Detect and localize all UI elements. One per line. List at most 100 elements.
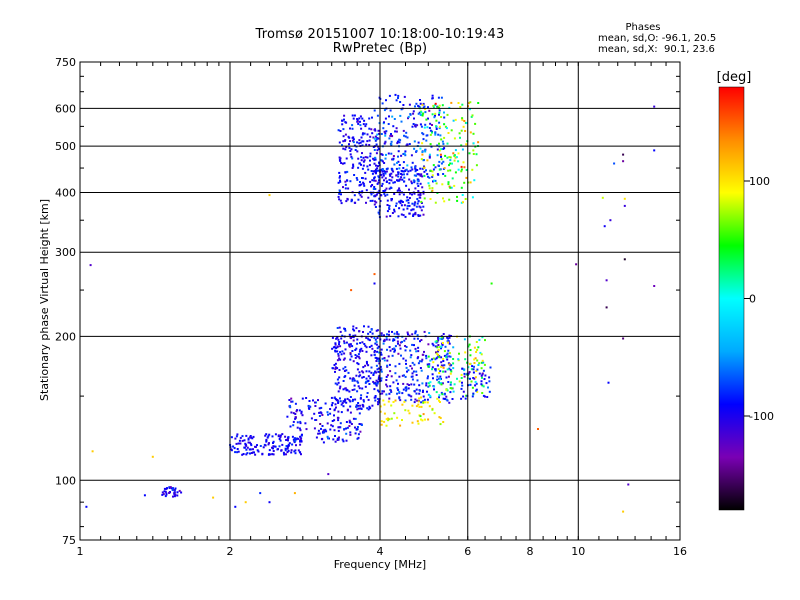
scatter-point bbox=[408, 212, 411, 215]
scatter-point bbox=[456, 377, 458, 380]
scatter-point bbox=[419, 147, 422, 150]
scatter-point bbox=[444, 370, 447, 373]
scatter-point bbox=[446, 368, 449, 371]
scatter-point bbox=[472, 392, 475, 395]
scatter-point bbox=[456, 199, 459, 202]
scatter-point bbox=[319, 411, 322, 414]
scatter-point bbox=[268, 449, 271, 452]
scatter-point bbox=[334, 440, 337, 443]
scatter-point bbox=[403, 339, 406, 342]
chart-title: Tromsø 20151007 10:18:00-10:19:43 bbox=[255, 27, 505, 42]
scatter-point bbox=[603, 225, 606, 228]
scatter-point bbox=[362, 123, 365, 126]
scatter-point bbox=[339, 179, 341, 182]
scatter-point bbox=[341, 144, 343, 147]
scatter-point bbox=[382, 127, 385, 130]
scatter-point bbox=[356, 342, 359, 345]
scatter-point bbox=[173, 489, 176, 492]
scatter-point bbox=[394, 399, 397, 402]
scatter-point bbox=[355, 347, 358, 350]
scatter-point bbox=[338, 198, 341, 201]
scatter-point bbox=[461, 381, 463, 384]
scatter-point bbox=[415, 405, 418, 408]
scatter-point bbox=[366, 407, 369, 410]
scatter-point bbox=[383, 403, 386, 406]
scatter-point bbox=[89, 264, 92, 267]
scatter-point bbox=[449, 159, 452, 162]
scatter-point bbox=[431, 113, 434, 116]
scatter-point bbox=[346, 197, 349, 200]
scatter-point bbox=[396, 392, 398, 395]
scatter-point bbox=[462, 201, 464, 204]
scatter-point bbox=[445, 353, 448, 356]
scatter-point bbox=[481, 384, 484, 387]
scatter-point bbox=[377, 370, 380, 373]
scatter-point bbox=[457, 160, 460, 163]
scatter-point bbox=[475, 382, 478, 385]
scatter-point bbox=[412, 112, 415, 115]
scatter-point bbox=[409, 356, 412, 359]
scatter-point bbox=[386, 385, 389, 388]
scatter-point bbox=[268, 194, 271, 197]
scatter-point bbox=[436, 397, 439, 400]
scatter-point bbox=[431, 124, 433, 126]
scatter-point bbox=[356, 368, 359, 371]
scatter-point bbox=[346, 397, 349, 400]
scatter-point bbox=[487, 386, 489, 389]
scatter-point bbox=[349, 405, 352, 408]
scatter-point bbox=[415, 174, 418, 177]
scatter-point bbox=[380, 194, 383, 197]
scatter-point bbox=[151, 455, 154, 458]
scatter-point bbox=[388, 392, 391, 395]
scatter-point bbox=[434, 201, 437, 204]
scatter-point bbox=[338, 192, 341, 195]
scatter-point bbox=[399, 101, 402, 103]
scatter-point bbox=[370, 128, 373, 131]
scatter-point bbox=[376, 368, 379, 371]
scatter-point bbox=[351, 167, 354, 169]
scatter-point bbox=[415, 205, 418, 208]
scatter-point bbox=[537, 428, 539, 430]
scatter-point bbox=[241, 439, 244, 442]
scatter-point bbox=[335, 406, 337, 409]
scatter-point bbox=[472, 132, 475, 135]
scatter-point bbox=[623, 197, 626, 200]
scatter-point bbox=[409, 192, 412, 195]
scatter-point bbox=[344, 387, 347, 390]
scatter-point bbox=[404, 154, 407, 157]
scatter-point bbox=[352, 138, 355, 141]
scatter-point bbox=[365, 189, 368, 192]
scatter-point bbox=[415, 392, 418, 395]
scatter-point bbox=[329, 428, 332, 431]
scatter-point bbox=[465, 169, 468, 171]
scatter-point bbox=[440, 138, 443, 141]
scatter-point bbox=[350, 337, 352, 340]
scatter-point bbox=[461, 103, 464, 106]
scatter-point bbox=[434, 104, 437, 107]
scatter-point bbox=[380, 153, 383, 156]
scatter-point bbox=[395, 204, 397, 207]
scatter-point bbox=[481, 392, 484, 394]
scatter-point bbox=[362, 156, 365, 159]
scatter-point bbox=[313, 412, 316, 415]
scatter-point bbox=[402, 170, 405, 173]
scatter-point bbox=[343, 340, 346, 343]
scatter-point bbox=[236, 448, 239, 450]
scatter-point bbox=[404, 409, 407, 412]
scatter-point bbox=[448, 363, 451, 366]
scatter-point bbox=[384, 117, 387, 120]
scatter-point bbox=[469, 354, 472, 357]
scatter-point bbox=[334, 342, 337, 345]
scatter-point bbox=[433, 179, 435, 182]
scatter-point bbox=[448, 198, 451, 201]
scatter-point bbox=[314, 401, 316, 404]
scatter-point bbox=[460, 165, 463, 168]
scatter-point bbox=[421, 391, 424, 393]
scatter-point bbox=[435, 391, 438, 394]
scatter-point bbox=[389, 370, 392, 373]
scatter-point bbox=[415, 350, 418, 353]
x-tick-label: 16 bbox=[673, 545, 687, 558]
scatter-point bbox=[326, 411, 329, 414]
scatter-point bbox=[164, 490, 167, 493]
scatter-point bbox=[360, 408, 363, 410]
